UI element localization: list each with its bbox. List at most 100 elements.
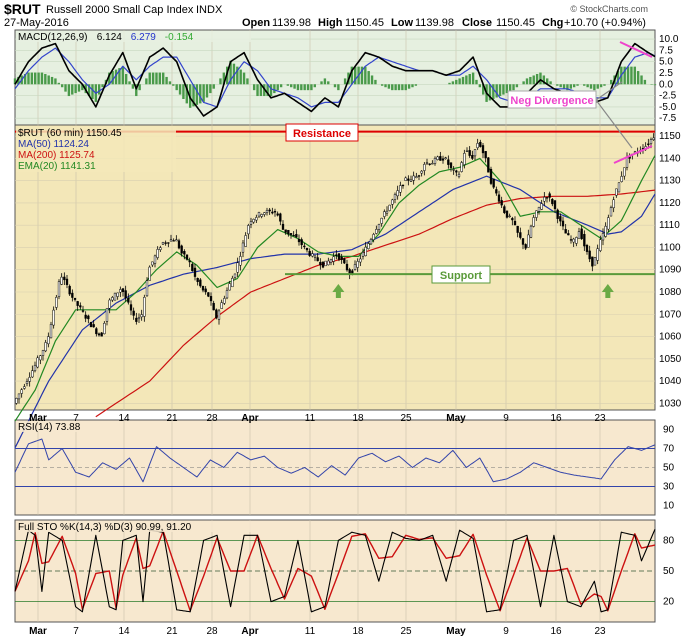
candle-body — [484, 151, 487, 159]
candle-body — [524, 244, 527, 249]
candle-body — [180, 245, 183, 254]
candle-body — [297, 239, 301, 243]
candle-body — [356, 261, 359, 268]
candle-body — [620, 176, 623, 182]
x-tick-label: 28 — [206, 413, 218, 424]
x-tick-label: 9 — [503, 626, 509, 637]
candle-body — [572, 238, 575, 243]
candle-body — [452, 169, 455, 171]
macd-legend: MACD(12,26,9) — [18, 32, 87, 43]
candle-body — [652, 137, 655, 140]
divergence-label-box — [507, 90, 597, 109]
y-tick-label: 30 — [663, 482, 675, 493]
candle-body — [433, 158, 437, 164]
candle-body — [449, 162, 453, 168]
candle-body — [473, 149, 477, 157]
macd-line — [14, 42, 656, 117]
candle-body — [300, 239, 303, 246]
candle-body — [548, 193, 551, 198]
low-label: Low — [391, 17, 413, 29]
resistance-label-box — [285, 123, 359, 142]
candle-body — [284, 229, 287, 233]
y-tick-label: 50 — [663, 463, 675, 474]
candle-body — [148, 266, 151, 281]
candle-body — [188, 260, 191, 263]
candle-body — [489, 168, 493, 184]
y-tick-label: 1120 — [659, 198, 681, 209]
y-tick-label: 1090 — [659, 265, 682, 276]
candle-body — [495, 189, 498, 194]
candle-body — [220, 302, 223, 309]
candle-body — [431, 163, 434, 165]
candle-body — [521, 238, 525, 245]
candle-body — [380, 217, 383, 224]
candle-body — [129, 304, 133, 311]
candle-body — [649, 139, 653, 144]
candle-body — [463, 153, 466, 165]
candle-body — [156, 249, 159, 258]
candle-body — [377, 224, 381, 230]
candle-body — [103, 322, 106, 335]
macd-panel-bg — [14, 29, 656, 126]
candle-body — [311, 253, 314, 257]
copyright: © StockCharts.com — [570, 4, 648, 14]
candle-body — [468, 150, 471, 156]
candle-body — [503, 206, 506, 213]
x-tick-label: 18 — [352, 413, 364, 424]
y-tick-label: 7.5 — [659, 45, 673, 56]
price-legend: EMA(20) 1141.31 — [18, 161, 96, 172]
candle-body — [420, 170, 423, 174]
candle-body — [145, 280, 149, 297]
candle-body — [225, 290, 229, 299]
grid-lines — [15, 30, 655, 622]
y-tick-label: 1080 — [659, 287, 682, 298]
candle-body — [553, 200, 557, 209]
candle-body — [407, 178, 410, 181]
ma200-line — [95, 189, 656, 418]
candle-body — [183, 251, 186, 255]
candle-body — [143, 297, 146, 317]
candle-body — [28, 377, 31, 382]
candle-body — [119, 289, 122, 293]
candle-body — [324, 260, 327, 267]
divergence-pointer — [595, 81, 623, 101]
x-tick-label: Apr — [241, 626, 258, 637]
candle-body — [404, 177, 407, 181]
candle-body — [97, 333, 101, 336]
high-label: High — [318, 17, 343, 29]
candle-body — [583, 234, 586, 247]
price-legend-bg — [16, 126, 176, 172]
candle-body — [569, 239, 573, 241]
candle-body — [351, 270, 354, 274]
candle-body — [513, 220, 517, 226]
candle-body — [279, 213, 282, 222]
ma50-line — [14, 175, 656, 449]
ema20-line — [14, 155, 656, 422]
candle-body — [340, 256, 343, 261]
candle-body — [497, 194, 501, 202]
x-tick-label: 14 — [118, 626, 130, 637]
candle-body — [591, 256, 594, 267]
support-label: Support — [440, 270, 482, 282]
candle-body — [153, 255, 157, 264]
candle-body — [132, 310, 135, 316]
candle-body — [223, 298, 226, 304]
candle-body — [236, 262, 239, 273]
macd-legend: -0.154 — [165, 32, 194, 43]
candle-body — [580, 228, 583, 240]
y-tick-label: 80 — [663, 535, 675, 546]
x-tick-label: 14 — [118, 413, 130, 424]
price-panel-bg — [14, 124, 656, 411]
candle-body — [244, 235, 247, 247]
candle-body — [481, 145, 485, 154]
candle-body — [585, 244, 589, 252]
candle-body — [540, 203, 543, 210]
x-tick-label: Mar — [29, 626, 47, 637]
candle-body — [111, 297, 114, 301]
candle-body — [175, 239, 178, 242]
macd-legend: 6.124 — [97, 32, 122, 43]
candle-body — [164, 242, 167, 244]
candle-body — [561, 220, 565, 227]
candle-body — [295, 234, 298, 238]
